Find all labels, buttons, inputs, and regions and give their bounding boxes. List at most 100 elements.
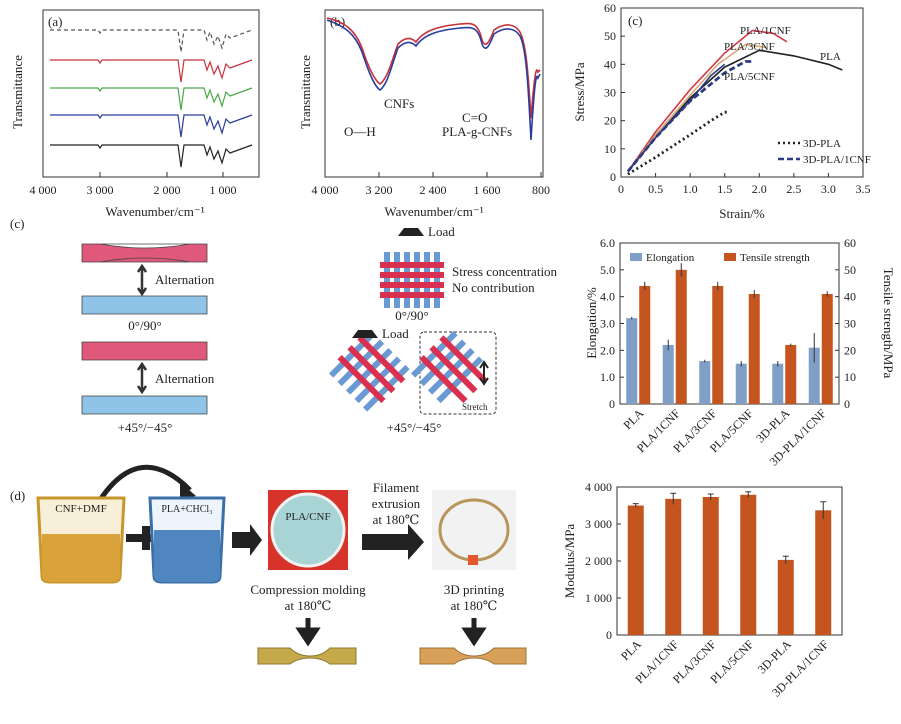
- bar2-ytick-label: 1 000: [585, 591, 612, 605]
- alternation-label-2: Alternation: [155, 371, 215, 386]
- panel-c-stress-tag: (c): [628, 13, 642, 28]
- stress-curve-pla1cnf: [627, 29, 788, 172]
- panel-b-xtick-label: 1 600: [474, 183, 501, 197]
- stress-xtick-label: 1.5: [717, 182, 732, 196]
- legend-swatch-elongation: [630, 253, 642, 261]
- bar-elongation: [772, 363, 784, 404]
- grid-0-90: [380, 252, 444, 308]
- compression-plate: PLA/CNF: [268, 490, 348, 570]
- panel-b-ann-cnfs: CNFs: [384, 96, 414, 111]
- bar-tensile: [639, 285, 651, 404]
- curve-label-pla1cnf: PLA/1CNF: [740, 25, 791, 37]
- orient-label-1: 0°/90°: [128, 318, 162, 333]
- orient-label-3: 0°/90°: [395, 308, 429, 323]
- bar2-frame: [616, 486, 843, 636]
- bar-modulus: [815, 510, 832, 635]
- panel-b-curve-cnfs: [326, 17, 541, 119]
- beaker-cnf-dmf: CNF+DMF: [36, 496, 126, 584]
- curve-label-pla5cnf: PLA/5CNF: [724, 71, 775, 83]
- stress-curve-3dpla1cnf: [626, 60, 753, 173]
- filament-label-1: Filament: [373, 480, 420, 495]
- bar1-ytick-right-label: 20: [844, 343, 856, 357]
- bar1-category-label: PLA: [620, 406, 646, 432]
- panel-a-curve: [50, 29, 253, 53]
- load-label-2: Load: [382, 326, 409, 341]
- panel-b-xlabel: Wavenumber/cm⁻¹: [384, 204, 483, 219]
- specimen-printed: [419, 647, 527, 665]
- bar-modulus: [627, 505, 644, 635]
- stress-ytick-label: 10: [604, 142, 616, 156]
- mix-arrow-head: [180, 482, 196, 500]
- legend-3dpla1cnf: 3D-PLA/1CNF: [803, 154, 871, 166]
- bar-chart-elongation-tensile: Elongation/% Tensile strength/MPa Elonga…: [584, 236, 896, 468]
- bar2-ytick-label: 3 000: [585, 517, 612, 531]
- bar-tensile: [821, 293, 833, 404]
- bar-tensile: [785, 344, 797, 404]
- stress-xtick-label: 1.0: [683, 182, 698, 196]
- alternation-label-1: Alternation: [155, 272, 215, 287]
- beaker1-label: CNF+DMF: [55, 503, 106, 515]
- bar-modulus: [777, 559, 794, 635]
- bar-tensile: [712, 285, 724, 404]
- bar-modulus: [740, 494, 757, 635]
- panel-d: (d) CNF+DMF PLA+CHCl₃ PLA/CNF Compressio…: [10, 464, 527, 665]
- stress-ytick-label: 30: [604, 86, 616, 100]
- printing-temp: at 180℃: [451, 598, 498, 613]
- filament-label-3: at 180℃: [373, 512, 420, 527]
- panel-b-xtick-label: 4 000: [312, 183, 339, 197]
- specimen-0-90-b: [81, 295, 208, 315]
- panel-b-xtick-label: 2 400: [420, 183, 447, 197]
- bar2-ytick-label: 0: [606, 628, 612, 642]
- bar-tensile: [675, 269, 687, 404]
- panel-c-schematic: (c) Alternation 0°/90° Alternation +45°/…: [10, 216, 558, 435]
- compression-label: Compression molding: [250, 582, 366, 597]
- bar-elongation: [626, 318, 638, 404]
- bar-elongation: [808, 347, 820, 404]
- panel-b: (b) Transmittance Wavenumber/cm⁻¹ 4 000 3…: [298, 9, 550, 219]
- stress-xtick-label: 2.0: [752, 182, 767, 196]
- panel-a: (a) Transmittance Wavenumber/cm⁻¹ 4 000 3…: [10, 9, 260, 219]
- stress-xtick-label: 0: [618, 182, 624, 196]
- load-icon-2: [352, 330, 378, 338]
- stress-ytick-label: 20: [604, 114, 616, 128]
- panel-a-ylabel: Transmittance: [10, 55, 25, 129]
- bar1-ytick-right-label: 60: [844, 236, 856, 250]
- bar1-ytick-right-label: 30: [844, 317, 856, 331]
- no-contrib-label: No contribution: [452, 280, 535, 295]
- panel-a-tag: (a): [48, 14, 62, 29]
- beaker-pla-chcl3: PLA+CHCl₃: [148, 496, 226, 584]
- bar-tensile: [748, 293, 760, 404]
- plate-label: PLA/CNF: [285, 511, 330, 523]
- specimen-45-b: [81, 395, 208, 415]
- bar-elongation: [699, 361, 711, 404]
- legend-tensile: Tensile strength: [740, 252, 810, 264]
- bar1-ytick-left-label: 4.0: [600, 290, 615, 304]
- bar1-ylabel-left: Elongation/%: [584, 287, 599, 359]
- stress-curve-3dpla: [627, 110, 729, 176]
- printing-label: 3D printing: [444, 582, 505, 597]
- bar-modulus: [702, 496, 719, 635]
- panel-b-ann-co: C=O: [462, 110, 487, 125]
- stress-xtick-label: 2.5: [786, 182, 801, 196]
- alternation-arrow-2: [136, 361, 148, 395]
- alternation-arrow-1: [136, 263, 148, 297]
- grid-45-b: [410, 330, 488, 404]
- arrow-to-plate: [232, 524, 262, 556]
- bar1-ylabel-right: Tensile strength/MPa: [881, 268, 896, 379]
- bar1-ytick-left-label: 5.0: [600, 263, 615, 277]
- plus-icon: [126, 526, 166, 550]
- arrow-down-1: [295, 618, 321, 647]
- load-icon-1: [398, 228, 424, 236]
- bar1-ytick-left-label: 6.0: [600, 236, 615, 250]
- bar1-ytick-left-label: 1.0: [600, 370, 615, 384]
- panel-a-xlabel: Wavenumber/cm⁻¹: [105, 204, 204, 219]
- bar1-ytick-right-label: 40: [844, 290, 856, 304]
- stretch-label: Stretch: [462, 402, 488, 412]
- panel-a-xtick-label: 2 000: [154, 183, 181, 197]
- bar2-ylabel: Modulus/MPa: [562, 524, 577, 599]
- orient-label-4: +45°/−45°: [387, 420, 442, 435]
- schematic-tag: (c): [10, 216, 24, 231]
- orient-label-2: +45°/−45°: [118, 420, 173, 435]
- panel-b-xtick-label: 3 200: [366, 183, 393, 197]
